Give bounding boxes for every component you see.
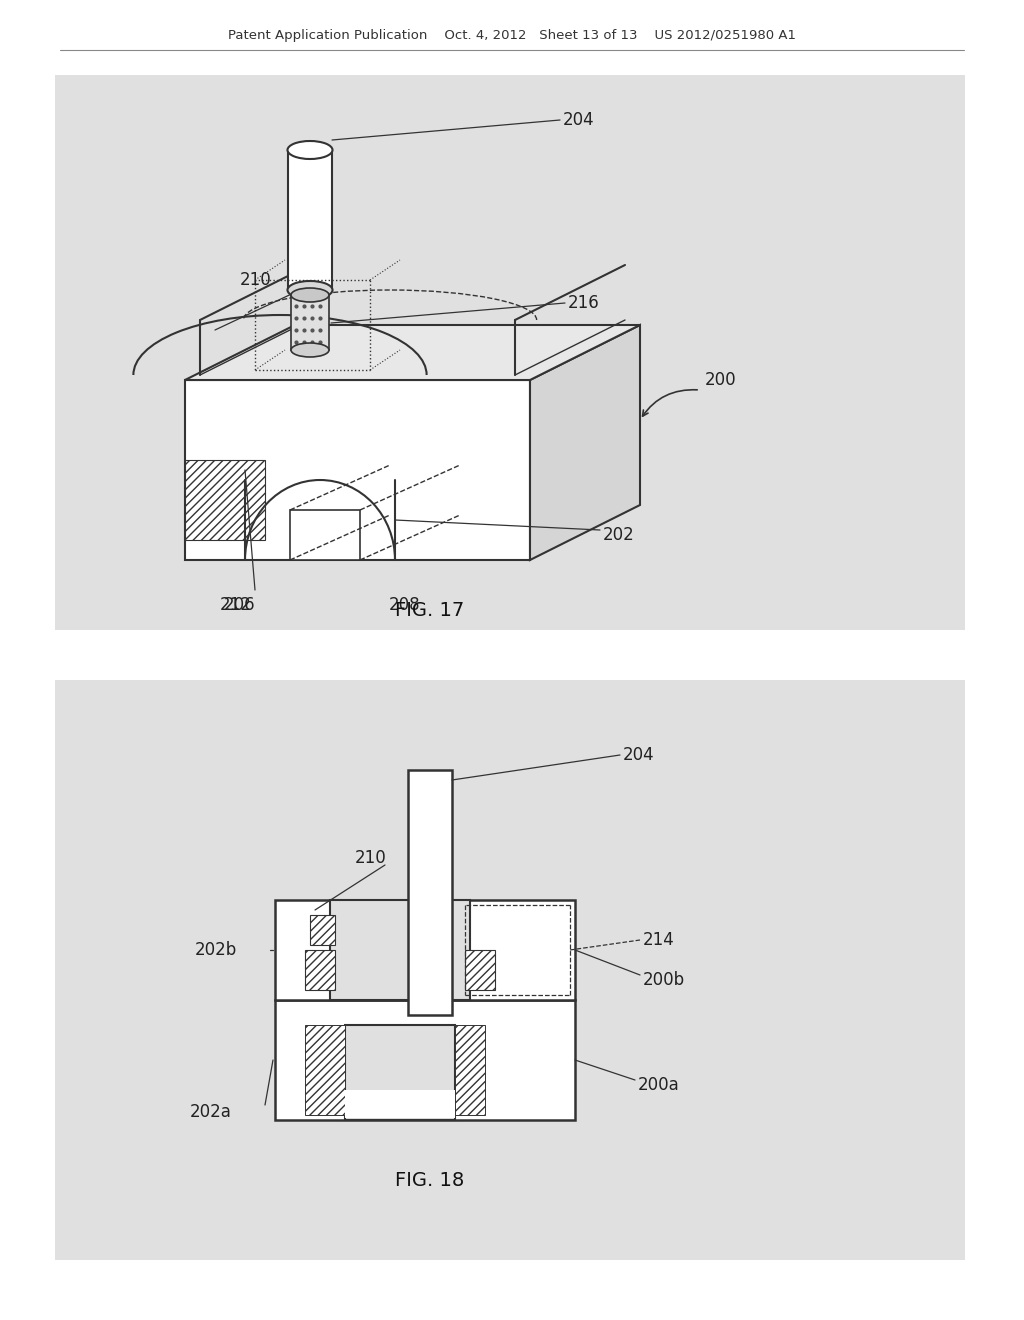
FancyBboxPatch shape — [55, 75, 965, 630]
Polygon shape — [185, 380, 530, 560]
Text: 204: 204 — [623, 746, 654, 764]
Text: 202b: 202b — [195, 941, 238, 960]
Ellipse shape — [288, 281, 333, 300]
Text: 214: 214 — [643, 931, 675, 949]
Polygon shape — [288, 150, 332, 290]
Polygon shape — [465, 950, 495, 990]
Polygon shape — [330, 900, 470, 1001]
Text: FIG. 18: FIG. 18 — [395, 1171, 465, 1189]
Text: 202a: 202a — [190, 1104, 231, 1121]
Text: 210: 210 — [240, 271, 271, 289]
Ellipse shape — [291, 343, 329, 356]
Polygon shape — [275, 900, 575, 1001]
Polygon shape — [530, 325, 640, 560]
Polygon shape — [455, 1026, 485, 1115]
Text: FIG. 17: FIG. 17 — [395, 601, 465, 619]
Polygon shape — [305, 950, 335, 990]
Text: 200b: 200b — [643, 972, 685, 989]
Ellipse shape — [291, 288, 329, 302]
Text: 200: 200 — [705, 371, 736, 389]
Polygon shape — [291, 294, 329, 350]
Polygon shape — [345, 1090, 455, 1118]
Polygon shape — [275, 1001, 575, 1119]
Text: 206: 206 — [224, 597, 256, 614]
Polygon shape — [408, 770, 452, 1015]
Text: 208: 208 — [389, 597, 421, 614]
Text: 216: 216 — [568, 294, 600, 312]
Ellipse shape — [288, 141, 333, 158]
FancyBboxPatch shape — [55, 680, 965, 1261]
Polygon shape — [305, 1026, 345, 1115]
Polygon shape — [185, 459, 265, 540]
Text: 204: 204 — [563, 111, 595, 129]
Polygon shape — [345, 1026, 455, 1119]
Polygon shape — [290, 510, 360, 560]
Polygon shape — [310, 915, 335, 945]
Text: 210: 210 — [355, 849, 387, 867]
Text: Patent Application Publication    Oct. 4, 2012   Sheet 13 of 13    US 2012/02519: Patent Application Publication Oct. 4, 2… — [228, 29, 796, 41]
Polygon shape — [185, 325, 640, 380]
Text: 212: 212 — [220, 597, 252, 614]
Text: 202: 202 — [603, 525, 635, 544]
Text: 200a: 200a — [638, 1076, 680, 1094]
